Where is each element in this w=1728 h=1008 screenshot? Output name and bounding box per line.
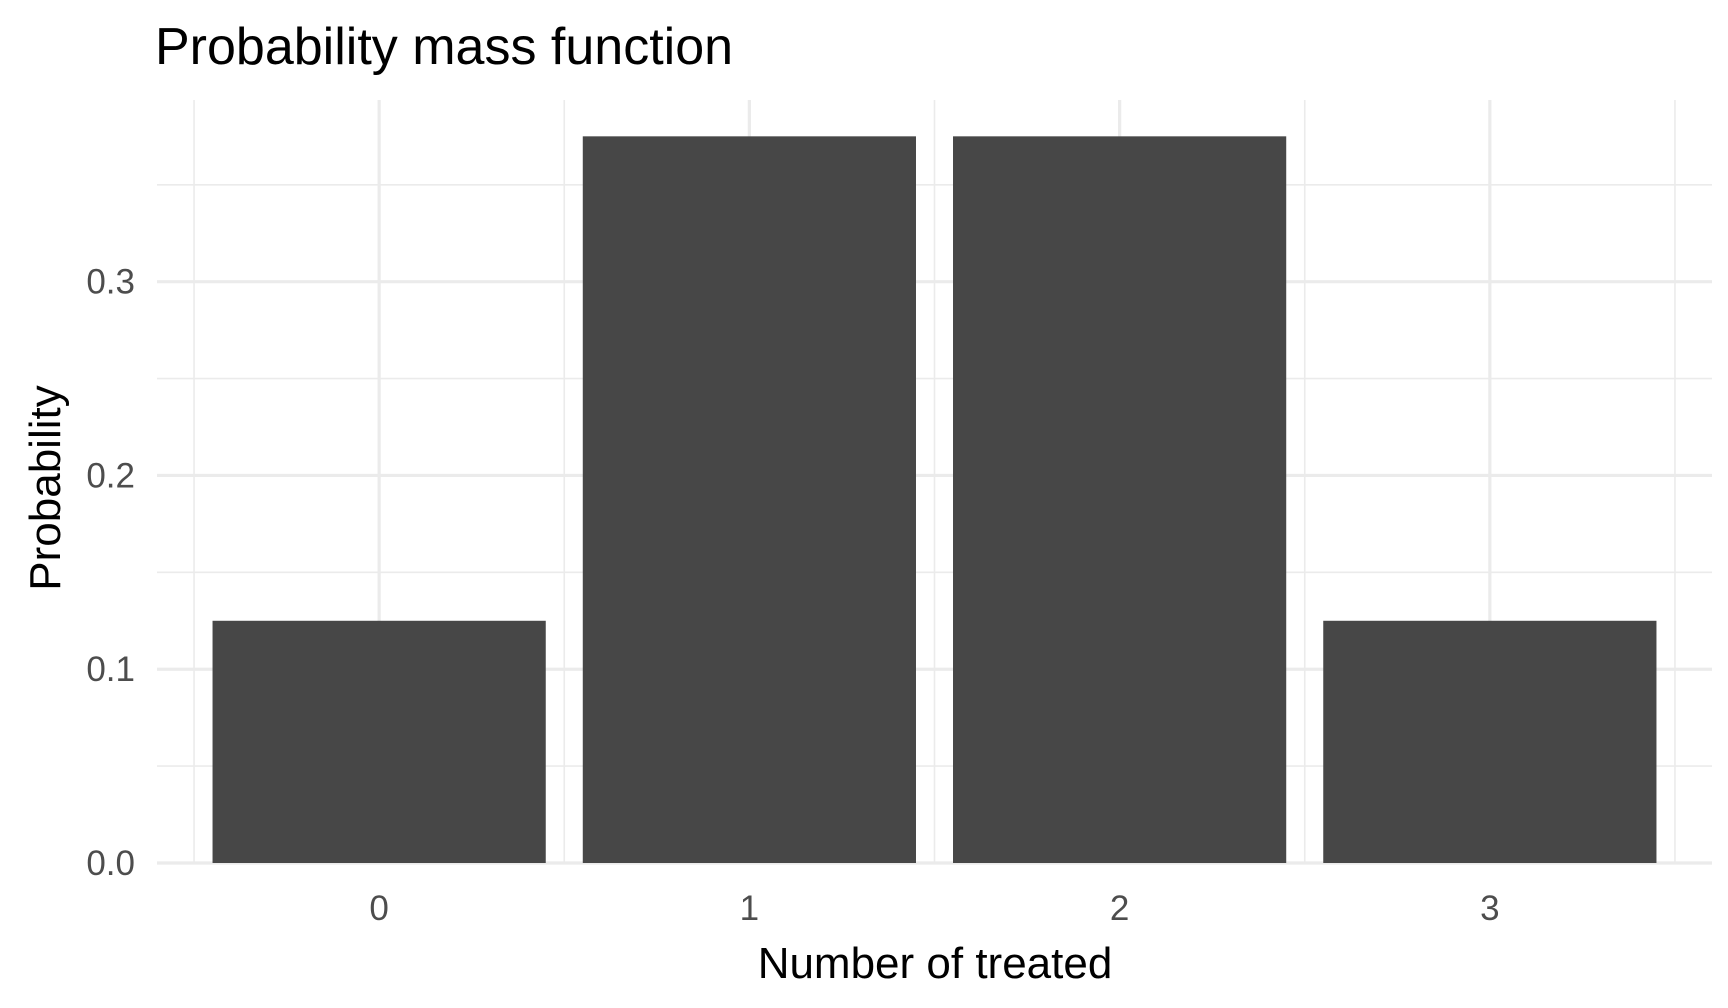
bar-2 xyxy=(953,136,1287,864)
y-tick-label: 0.0 xyxy=(86,844,135,883)
x-tick-label: 3 xyxy=(1480,889,1499,928)
bar-3 xyxy=(1323,620,1657,863)
y-tick-label: 0.2 xyxy=(86,456,135,495)
chart-title: Probability mass function xyxy=(155,18,733,76)
y-tick-label: 0.3 xyxy=(86,263,135,302)
bars xyxy=(212,136,1657,864)
x-tick-label: 1 xyxy=(740,889,759,928)
x-tick-label: 2 xyxy=(1110,889,1129,928)
bar-0 xyxy=(212,620,546,863)
x-tick-label: 0 xyxy=(369,889,388,928)
x-tick-labels: 0 1 2 3 xyxy=(369,889,1499,928)
bar-1 xyxy=(582,136,916,864)
y-axis-title: Probability xyxy=(21,385,70,590)
y-tick-label: 0.1 xyxy=(86,650,135,689)
y-tick-labels: 0.0 0.1 0.2 0.3 xyxy=(86,263,135,883)
x-axis-title: Number of treated xyxy=(758,939,1113,988)
